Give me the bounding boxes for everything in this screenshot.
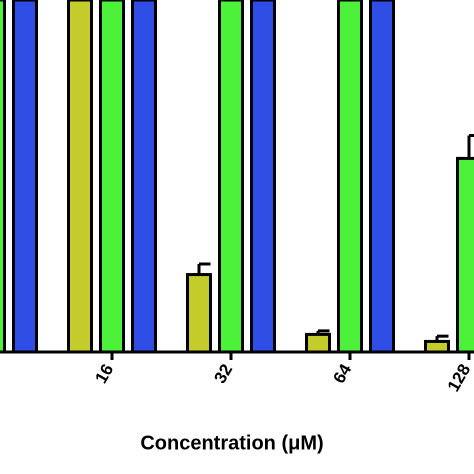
bar	[424, 339, 450, 354]
x-tick-label: 64	[329, 360, 355, 386]
bar	[99, 0, 125, 354]
x-tick-label: 32	[210, 361, 236, 387]
bar	[456, 156, 474, 354]
bar	[12, 0, 38, 354]
bar	[131, 0, 157, 354]
bar	[337, 0, 363, 354]
x-axis-title: Concentration (μM)	[140, 432, 323, 454]
bar	[369, 0, 395, 354]
bar	[305, 332, 331, 354]
bar	[250, 0, 276, 354]
x-tick-label: 16	[91, 361, 117, 387]
bar	[0, 0, 6, 354]
x-tick-label: 128	[444, 361, 474, 395]
bar	[218, 0, 244, 354]
bar	[67, 0, 93, 354]
bar	[186, 273, 212, 354]
